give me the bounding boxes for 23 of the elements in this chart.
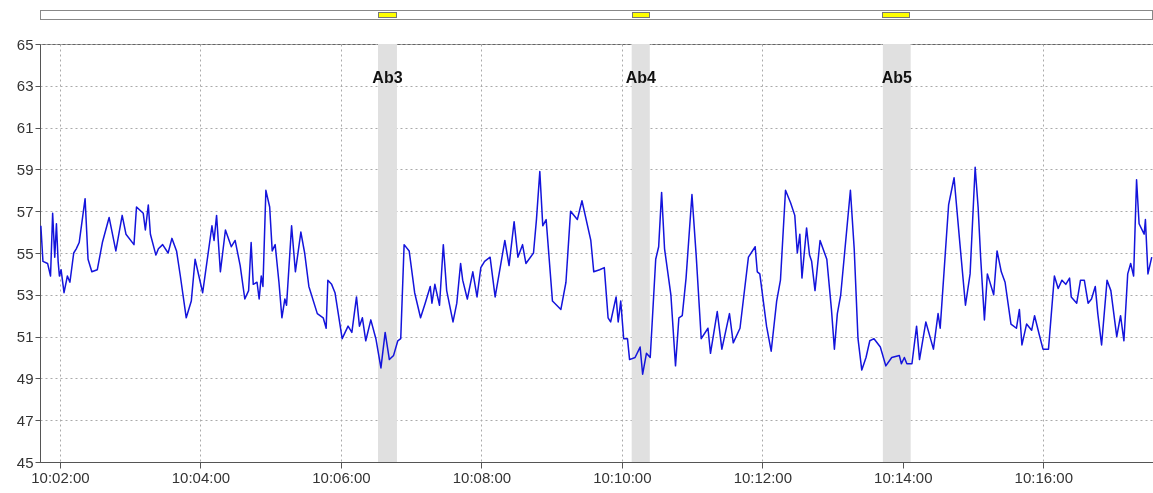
x-tick-label: 10:08:00 — [452, 468, 512, 486]
x-tick-label: 10:16:00 — [1014, 468, 1073, 486]
line-series — [40, 166, 1153, 375]
y-tick-label: 47 — [16, 411, 34, 429]
y-tick-label: 49 — [16, 369, 34, 387]
x-tick-label: 10:04:00 — [171, 468, 231, 486]
y-tick-label: 65 — [16, 35, 34, 53]
band-label: Ab5 — [881, 69, 912, 86]
y-tick-label: 63 — [16, 77, 34, 95]
x-tick-label: 10:10:00 — [593, 468, 652, 486]
x-tick-label: 10:12:00 — [733, 468, 793, 486]
y-tick-label: 59 — [16, 160, 34, 178]
x-tick-label: 10:02:00 — [31, 468, 90, 486]
x-tick-label: 10:14:00 — [874, 468, 933, 486]
band-label: Ab4 — [625, 69, 656, 86]
y-tick-label: 51 — [16, 328, 34, 346]
band-label: Ab3 — [372, 69, 403, 86]
y-tick-label: 45 — [16, 453, 34, 471]
y-tick-label: 55 — [16, 244, 34, 262]
y-tick-label: 61 — [16, 119, 34, 137]
y-tick-label: 53 — [16, 286, 34, 304]
x-tick-label: 10:06:00 — [312, 468, 371, 486]
y-tick-label: 57 — [16, 202, 34, 220]
